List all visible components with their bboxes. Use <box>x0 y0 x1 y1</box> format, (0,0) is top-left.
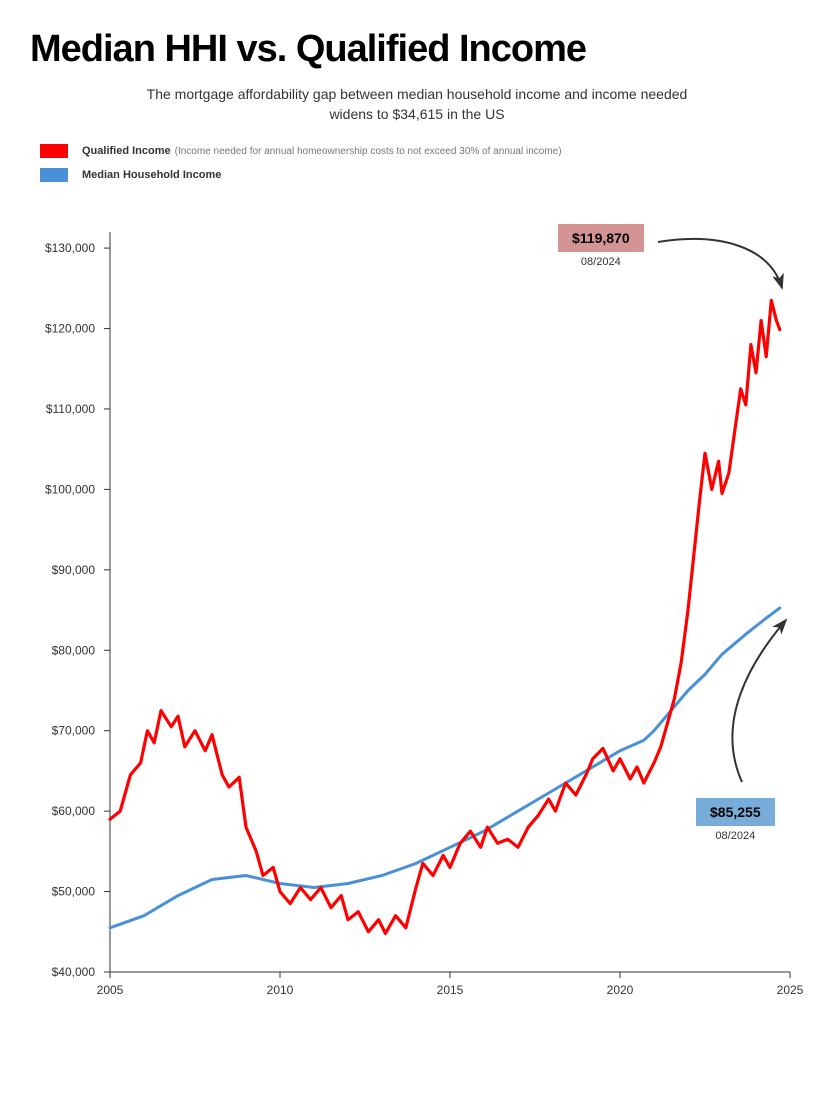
legend-label: Median Household Income <box>82 169 221 181</box>
legend: Qualified Income (Income needed for annu… <box>40 144 804 182</box>
svg-text:$70,000: $70,000 <box>52 724 96 738</box>
svg-text:$90,000: $90,000 <box>52 563 96 577</box>
legend-label: Qualified Income <box>82 145 171 157</box>
callout-median-hhi: $85,255 08/2024 <box>696 798 775 842</box>
chart-area: $40,000 $50,000 $60,000 $70,000 $80,000 $90,0… <box>30 222 804 1022</box>
svg-text:2010: 2010 <box>267 983 294 997</box>
legend-swatch-hhi <box>40 168 68 182</box>
svg-text:$120,000: $120,000 <box>45 322 95 336</box>
svg-text:$40,000: $40,000 <box>52 965 96 979</box>
callout-value: $119,870 <box>558 224 644 252</box>
callout-qualified-income: $119,870 08/2024 <box>558 224 644 268</box>
chart-subtitle: The mortgage affordability gap between m… <box>137 85 697 124</box>
legend-item: Median Household Income <box>40 168 804 182</box>
svg-text:$60,000: $60,000 <box>52 804 96 818</box>
svg-text:$50,000: $50,000 <box>52 885 96 899</box>
legend-item: Qualified Income (Income needed for annu… <box>40 144 804 158</box>
chart-svg: $40,000 $50,000 $60,000 $70,000 $80,000 $90,0… <box>30 222 804 1022</box>
svg-text:2025: 2025 <box>777 983 804 997</box>
legend-paren: (Income needed for annual homeownership … <box>175 146 562 157</box>
svg-text:$100,000: $100,000 <box>45 483 95 497</box>
chart-title: Median HHI vs. Qualified Income <box>30 28 804 71</box>
callout-date: 08/2024 <box>715 830 755 842</box>
legend-swatch-qualified <box>40 144 68 158</box>
svg-text:2005: 2005 <box>97 983 124 997</box>
callout-value: $85,255 <box>696 798 775 826</box>
svg-text:2020: 2020 <box>607 983 634 997</box>
svg-text:2015: 2015 <box>437 983 464 997</box>
svg-text:$110,000: $110,000 <box>46 402 95 416</box>
callout-date: 08/2024 <box>581 256 621 268</box>
svg-text:$130,000: $130,000 <box>45 241 95 255</box>
svg-text:$80,000: $80,000 <box>52 643 96 657</box>
